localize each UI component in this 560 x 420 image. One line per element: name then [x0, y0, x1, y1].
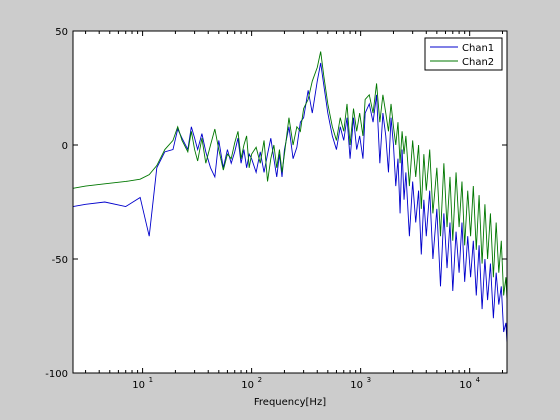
y-tick-label: -50	[52, 255, 68, 266]
x-tick-exponent: 3	[367, 376, 371, 384]
y-tick-label: 50	[55, 27, 68, 38]
series-line-chan2	[72, 51, 508, 301]
legend-box	[424, 37, 503, 71]
axes-box	[72, 30, 508, 374]
legend: Chan1 Chan2	[424, 37, 503, 71]
x-tick-exponent: 4	[476, 376, 481, 384]
plot-area	[73, 31, 507, 373]
y-axis: 50 0 -50 -100	[45, 27, 507, 380]
legend-label-chan1: Chan1	[462, 43, 494, 54]
x-tick-label: 10	[241, 380, 254, 391]
x-tick-exponent: 2	[258, 376, 262, 384]
x-axis-label: Frequency[Hz]	[254, 397, 326, 408]
x-tick-label: 10	[459, 380, 472, 391]
series-line-chan1	[72, 62, 508, 344]
y-tick-label: 0	[62, 141, 68, 152]
x-tick-label: 10	[132, 380, 145, 391]
x-tick-exponent: 1	[149, 376, 153, 384]
series-layer	[72, 51, 508, 344]
x-axis: 10 1 10 2 10 3 10 4	[85, 31, 503, 391]
legend-label-chan2: Chan2	[462, 57, 494, 68]
x-tick-label: 10	[350, 380, 363, 391]
y-tick-label: -100	[45, 369, 68, 380]
